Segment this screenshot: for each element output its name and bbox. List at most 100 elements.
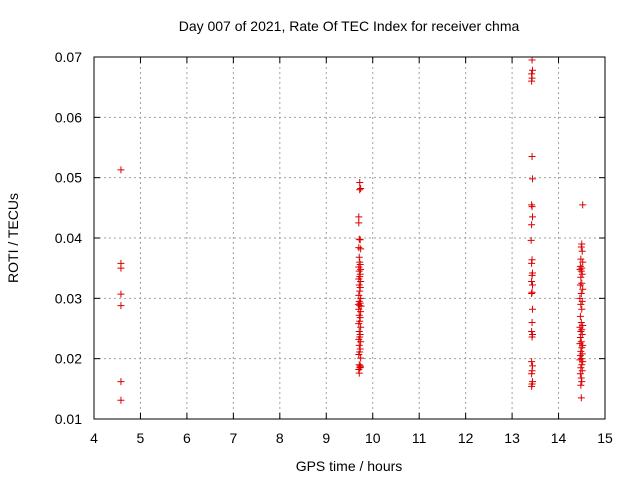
data-point	[528, 77, 536, 85]
data-point	[357, 308, 365, 316]
data-point	[355, 341, 363, 349]
data-point	[528, 382, 536, 390]
data-point	[578, 279, 586, 287]
data-point	[355, 350, 363, 358]
data-point	[529, 175, 537, 183]
data-point	[355, 369, 363, 377]
data-point	[357, 185, 365, 193]
x-tick-label: 9	[322, 430, 330, 446]
y-axis-label: ROTI / TECUs	[5, 193, 21, 283]
data-point	[117, 290, 125, 298]
y-tick-label: 0.01	[55, 411, 82, 427]
data-point	[528, 318, 536, 326]
data-point	[357, 363, 365, 371]
data-point	[578, 305, 586, 313]
data-point	[576, 370, 584, 378]
data-point	[577, 355, 585, 363]
data-point	[579, 285, 587, 293]
data-point	[577, 318, 585, 326]
y-tick-label: 0.03	[55, 290, 82, 306]
data-point	[357, 245, 365, 253]
data-point	[528, 290, 536, 298]
x-tick-label: 10	[365, 430, 381, 446]
x-tick-label: 12	[458, 430, 474, 446]
data-point	[117, 302, 125, 310]
data-point	[357, 338, 365, 346]
data-point	[528, 358, 536, 366]
data-point	[577, 328, 585, 336]
x-tick-label: 11	[412, 430, 427, 446]
data-point	[528, 153, 536, 161]
data-point	[578, 344, 586, 352]
data-point	[355, 213, 363, 221]
data-point	[529, 213, 537, 221]
data-point	[528, 203, 536, 211]
data-point	[528, 271, 536, 279]
data-point	[528, 370, 536, 378]
data-point	[576, 312, 584, 320]
axis-ticks: 4 5 6 7 8 9 10 11 12 13 14 15 0.01 0.02 0.03 0.04 0.05 0.…	[55, 49, 613, 446]
x-tick-label: 7	[229, 430, 237, 446]
data-point	[577, 364, 585, 372]
data-point	[355, 320, 363, 328]
data-point	[356, 302, 364, 310]
data-point	[578, 270, 586, 278]
data-point	[577, 273, 585, 281]
x-tick-label: 6	[183, 430, 191, 446]
data-point	[117, 378, 125, 386]
y-tick-label: 0.06	[55, 109, 82, 125]
data-point	[577, 338, 585, 346]
data-point	[579, 358, 587, 366]
data-point	[576, 265, 584, 273]
data-point	[579, 258, 587, 266]
data-point	[576, 281, 584, 289]
data-point	[356, 178, 364, 186]
data-point	[357, 277, 365, 285]
data-point	[356, 287, 364, 295]
x-tick-label: 4	[90, 430, 98, 446]
data-point	[355, 219, 363, 227]
data-point	[578, 247, 586, 255]
grid-lines	[94, 57, 605, 419]
data-point	[117, 264, 125, 272]
data-point	[357, 354, 365, 362]
data-point	[117, 166, 125, 174]
x-tick-label: 5	[137, 430, 145, 446]
x-axis-label: GPS time / hours	[296, 458, 403, 474]
data-point	[117, 396, 125, 404]
x-tick-label: 14	[551, 430, 567, 446]
data-point	[528, 221, 536, 229]
data-point	[577, 300, 585, 308]
data-point	[577, 290, 585, 298]
data-point	[578, 297, 586, 305]
data-points	[117, 56, 587, 404]
data-point	[578, 361, 586, 369]
data-point	[356, 186, 364, 194]
chart-title: Day 007 of 2021, Rate Of TEC Index for r…	[179, 18, 520, 34]
x-tick-label: 8	[276, 430, 284, 446]
data-point	[529, 281, 537, 289]
data-point	[577, 243, 585, 251]
data-point	[528, 56, 536, 64]
data-point	[528, 333, 536, 341]
data-point	[355, 235, 363, 243]
data-point	[528, 277, 536, 285]
data-point	[576, 334, 584, 342]
y-tick-label: 0.04	[55, 230, 82, 246]
y-tick-label: 0.05	[55, 170, 82, 186]
data-point	[529, 66, 537, 74]
data-point	[577, 394, 585, 402]
data-point	[528, 259, 536, 267]
data-point	[357, 323, 365, 331]
data-point	[529, 305, 537, 313]
y-tick-label: 0.02	[55, 351, 82, 367]
data-point	[356, 236, 364, 244]
data-point	[577, 381, 585, 389]
x-tick-label: 13	[504, 430, 520, 446]
data-point	[527, 236, 535, 244]
x-tick-label: 15	[597, 430, 613, 446]
data-point	[577, 267, 585, 275]
y-tick-label: 0.07	[55, 49, 82, 65]
